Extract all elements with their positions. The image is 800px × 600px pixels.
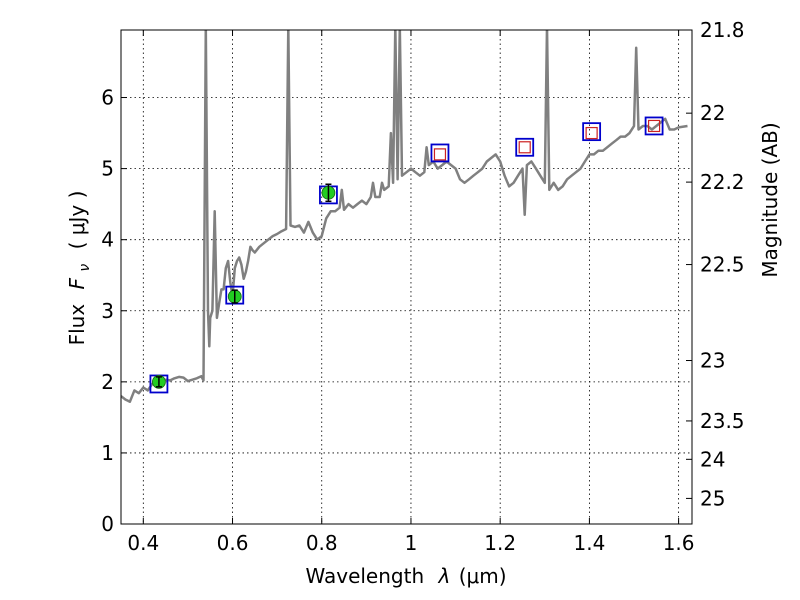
x-axis-title-symbol: λ	[438, 564, 451, 588]
x-tick-label: 0.6	[217, 531, 249, 555]
x-tick-label: 1.6	[663, 531, 695, 555]
y-axis-right: 21.8 22 22.2 22.5 23 23.5 24 25	[686, 18, 745, 510]
predicted-flux-marker	[433, 148, 447, 161]
predicted-flux-marker	[585, 126, 598, 140]
y-tick-label: 6	[101, 86, 114, 110]
y2-tick-label: 22.5	[700, 253, 745, 277]
plot-frame	[120, 29, 693, 525]
x-axis-title-unit: (μm)	[459, 564, 507, 588]
y-tick-label: 0	[101, 512, 114, 536]
y-axis-title-symbol-sub: ν	[77, 264, 93, 272]
y-axis-left: 0 1 2 3 4 5 6	[101, 86, 127, 536]
y-axis-title: Flux F ν ( μJy )	[65, 191, 94, 346]
spectrum-line	[121, 30, 688, 403]
predicted-flux-marker	[647, 119, 661, 133]
y-tick-label: 4	[101, 228, 114, 252]
x-axis-title-text: Wavelength	[305, 564, 424, 588]
y2-tick-label: 23.5	[700, 409, 745, 433]
model-flux-box	[644, 116, 664, 136]
plot-content	[121, 30, 688, 403]
y2-tick-label: 24	[700, 447, 725, 471]
model-flux-box	[515, 137, 535, 157]
y2-tick-label: 22	[700, 101, 725, 125]
y-tick-label: 2	[101, 370, 114, 394]
y2-tick-label: 23	[700, 349, 725, 373]
x-tick-label: 0.8	[306, 531, 338, 555]
y2-axis-title: Magnitude (AB)	[758, 122, 782, 277]
y2-tick-label: 25	[700, 486, 725, 510]
model-flux-box	[582, 122, 602, 142]
model-flux-box	[430, 143, 450, 163]
x-axis: 0.4 0.6 0.8 1 1.2 1.4 1.6	[127, 30, 695, 555]
y-tick-label: 3	[101, 299, 114, 323]
x-axis-title: Wavelength λ (μm)	[305, 564, 506, 588]
y-axis-title-unit: ( μJy )	[65, 191, 89, 250]
x-tick-label: 1.2	[484, 531, 516, 555]
x-tick-label: 0.4	[127, 531, 159, 555]
x-tick-label: 1.4	[573, 531, 605, 555]
y-axis-title-text: Flux	[65, 304, 89, 346]
predicted-flux-marker	[518, 141, 531, 154]
x-tick-label: 1	[405, 531, 418, 555]
y-axis-title-symbol: F	[65, 277, 89, 289]
y2-tick-label: 22.2	[700, 170, 745, 194]
y2-tick-label: 21.8	[700, 18, 745, 42]
y-tick-label: 1	[101, 441, 114, 465]
y-tick-label: 5	[101, 157, 114, 181]
